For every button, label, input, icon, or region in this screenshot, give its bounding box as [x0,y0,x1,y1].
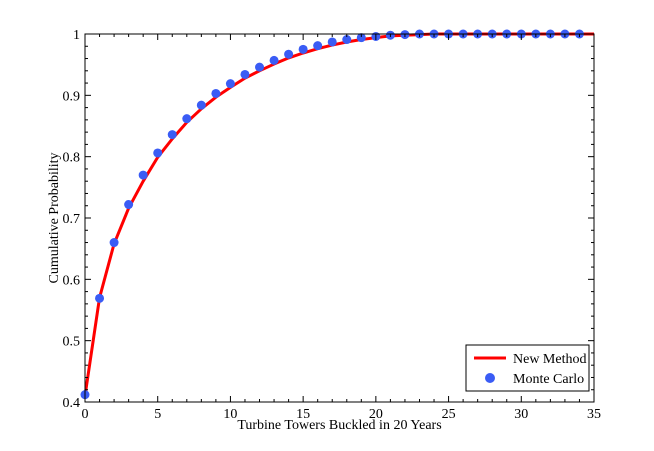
x-tick-label: 35 [587,407,601,422]
data-point-monte-carlo [167,130,177,140]
axes: 0 5 10 15 20 25 30 35 0.4 0.5 0.6 0.7 0.8 0.9 1 [63,28,602,422]
y-axis-title: Cumulative Probability [47,152,62,283]
y-tick-label: 0.9 [63,89,81,104]
y-tick-label: 0.7 [63,212,81,227]
data-point-monte-carlo [298,44,308,54]
plot-area [80,29,594,400]
x-tick-label: 5 [154,407,161,422]
y-tick-label: 0.5 [63,335,81,350]
y-tick-label: 0.4 [63,396,81,411]
x-axis-title: Turbine Towers Buckled in 20 Years [237,418,441,433]
data-point-monte-carlo [196,100,206,110]
x-tick-label: 30 [514,407,528,422]
data-point-monte-carlo [342,35,352,45]
data-point-monte-carlo [255,62,265,72]
x-tick-label: 25 [442,407,456,422]
x-tick-label: 15 [296,407,310,422]
legend-box [465,344,590,392]
data-point-monte-carlo [327,37,337,47]
y-tick-label: 0.6 [63,273,81,288]
data-point-monte-carlo [269,55,279,65]
data-point-monte-carlo [138,170,148,180]
data-point-monte-carlo [284,49,294,59]
legend-marker-sample-monte-carlo [485,373,495,383]
data-point-monte-carlo [95,293,105,303]
y-tick-label: 0.8 [63,151,81,166]
data-point-monte-carlo [153,148,163,158]
x-tick-label: 0 [82,407,89,422]
legend-label-new-method: New Method [513,352,587,367]
legend-label-monte-carlo: Monte Carlo [513,372,584,387]
data-point-monte-carlo [356,33,366,43]
data-point-monte-carlo [240,69,250,79]
series-line-new-method [83,32,594,397]
x-tick-label: 10 [223,407,237,422]
data-point-monte-carlo [313,41,323,51]
y-tick-label: 1 [73,28,80,43]
data-point-monte-carlo [225,79,235,89]
x-tick-label: 20 [369,407,383,422]
data-point-monte-carlo [109,238,119,248]
data-point-monte-carlo [124,200,134,210]
legend: New Method Monte Carlo [465,344,590,392]
data-point-monte-carlo [211,88,221,98]
data-point-monte-carlo [182,114,192,124]
